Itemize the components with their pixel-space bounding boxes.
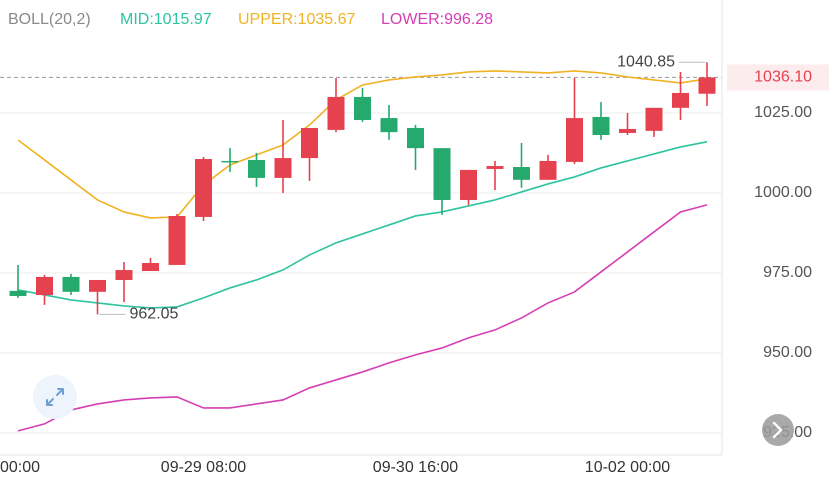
candle-body <box>89 279 106 292</box>
candle-body <box>195 159 212 217</box>
top-layer <box>762 414 794 446</box>
candle-body <box>645 107 663 131</box>
candle-body <box>221 160 239 163</box>
last-price-box <box>727 64 829 91</box>
x-tick-label: 00:00 <box>0 459 40 476</box>
candle-body <box>513 167 530 180</box>
candle-body <box>9 290 27 296</box>
x-tick-label: 10-02 00:00 <box>585 459 671 476</box>
legend-entry: MID:1015.97 <box>120 11 212 28</box>
candle-body <box>248 159 265 178</box>
grid-layer <box>0 76 722 434</box>
expand-icon[interactable] <box>46 388 64 406</box>
label-layer: 925.00950.00975.001000.001025.0000:0009-… <box>0 53 829 476</box>
candle-body <box>460 169 477 200</box>
scroll-button-bg[interactable] <box>762 414 794 446</box>
boll-line <box>17 204 708 432</box>
candle-body <box>354 96 371 120</box>
candle-body <box>433 148 451 200</box>
candle-body <box>62 276 80 292</box>
candle-body <box>486 166 504 169</box>
candle-body <box>301 127 318 159</box>
y-tick-label: 1025.00 <box>754 104 812 121</box>
boll-line <box>17 70 708 219</box>
candle-body <box>115 270 133 280</box>
expand-button[interactable] <box>33 375 77 419</box>
y-tick-label: 950.00 <box>763 344 812 361</box>
expand-button-bg[interactable] <box>33 375 77 419</box>
y-tick-label: 975.00 <box>763 264 812 281</box>
legend-entry: UPPER:1035.67 <box>238 11 356 28</box>
min-label: 962.05 <box>130 306 179 323</box>
candle-body <box>407 127 424 149</box>
candle-body <box>592 116 610 136</box>
scroll-chevron[interactable] <box>772 421 783 439</box>
x-tick-label: 09-29 08:00 <box>161 459 247 476</box>
legend-entry: LOWER:996.28 <box>381 11 493 28</box>
candle-body <box>539 160 557 180</box>
candle-body <box>619 128 636 133</box>
indicator-label: BOLL(20,2) <box>8 11 91 28</box>
candle-body <box>672 92 689 108</box>
candle-body <box>142 263 159 272</box>
y-tick-label: 1000.00 <box>754 184 812 201</box>
boll-line <box>17 141 708 309</box>
last-price-label: 1036.10 <box>754 69 812 86</box>
x-tick-label: 09-30 16:00 <box>373 459 459 476</box>
candle-body <box>380 118 398 133</box>
candle-body <box>36 276 53 296</box>
candle-body <box>168 215 186 265</box>
candle-body <box>566 118 583 162</box>
plot-layer <box>9 62 716 432</box>
candle-body <box>698 77 716 94</box>
max-label: 1040.85 <box>617 53 675 70</box>
candle-body <box>274 158 292 178</box>
candle-body <box>327 96 345 130</box>
legend: BOLL(20,2) MID:1015.97 UPPER:1035.67 LOWER… <box>8 11 493 28</box>
